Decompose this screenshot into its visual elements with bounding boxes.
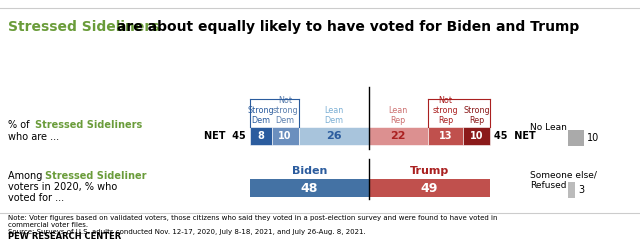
Text: Someone else/: Someone else/ bbox=[530, 171, 597, 180]
Text: Source: Surveys of U.S. adults conducted Nov. 12-17, 2020, July 8-18, 2021, and : Source: Surveys of U.S. adults conducted… bbox=[8, 229, 365, 235]
Text: Biden: Biden bbox=[292, 166, 327, 176]
Text: 48: 48 bbox=[301, 182, 318, 195]
Text: voted for ...: voted for ... bbox=[8, 193, 64, 203]
Text: 26: 26 bbox=[326, 131, 341, 141]
Text: 10: 10 bbox=[278, 131, 292, 141]
Text: 8: 8 bbox=[257, 131, 264, 141]
Text: Lean
Rep: Lean Rep bbox=[388, 106, 408, 125]
Text: Trump: Trump bbox=[410, 166, 449, 176]
Text: Note: Voter figures based on validated voters, those citizens who said they vote: Note: Voter figures based on validated v… bbox=[8, 215, 497, 221]
Bar bbox=[298, 127, 369, 145]
Bar bbox=[568, 130, 584, 146]
Text: 49: 49 bbox=[420, 182, 438, 195]
Text: are about equally likely to have voted for Biden and Trump: are about equally likely to have voted f… bbox=[112, 20, 579, 34]
Bar bbox=[428, 127, 463, 145]
Text: Strong
Rep: Strong Rep bbox=[463, 106, 490, 125]
Text: Stressed Sideliners are about equally likely to have voted for Biden and Trump: Stressed Sideliners are about equally li… bbox=[8, 20, 627, 34]
Text: commercial voter files.: commercial voter files. bbox=[8, 222, 88, 228]
Text: Strong
Dem: Strong Dem bbox=[248, 106, 274, 125]
Bar bbox=[463, 127, 490, 145]
Bar bbox=[250, 127, 271, 145]
Text: who are ...: who are ... bbox=[8, 132, 59, 142]
Text: voters in 2020, % who: voters in 2020, % who bbox=[8, 182, 117, 192]
Bar bbox=[369, 179, 490, 197]
Bar bbox=[568, 182, 575, 198]
Text: 13: 13 bbox=[439, 131, 452, 141]
Text: Stressed Sideliners: Stressed Sideliners bbox=[8, 20, 159, 34]
Text: NET  45: NET 45 bbox=[204, 131, 246, 141]
Text: Stressed Sideliner: Stressed Sideliner bbox=[45, 171, 147, 181]
Text: 22: 22 bbox=[390, 131, 406, 141]
Text: 10: 10 bbox=[470, 131, 483, 141]
Text: Stressed Sideliners: Stressed Sideliners bbox=[35, 120, 142, 130]
Bar bbox=[250, 179, 369, 197]
Text: Among: Among bbox=[8, 171, 45, 181]
Text: 3: 3 bbox=[578, 185, 584, 195]
Text: PEW RESEARCH CENTER: PEW RESEARCH CENTER bbox=[8, 232, 121, 241]
Text: No Lean: No Lean bbox=[530, 123, 567, 132]
Text: Refused: Refused bbox=[530, 181, 566, 190]
Text: Not
strong
Dem: Not strong Dem bbox=[272, 96, 298, 125]
Bar bbox=[369, 127, 428, 145]
Bar bbox=[271, 127, 298, 145]
Text: Not
strong
Rep: Not strong Rep bbox=[433, 96, 458, 125]
Text: 45  NET: 45 NET bbox=[494, 131, 536, 141]
Text: % of: % of bbox=[8, 120, 33, 130]
Text: 10: 10 bbox=[587, 133, 599, 143]
Text: Lean
Dem: Lean Dem bbox=[324, 106, 343, 125]
